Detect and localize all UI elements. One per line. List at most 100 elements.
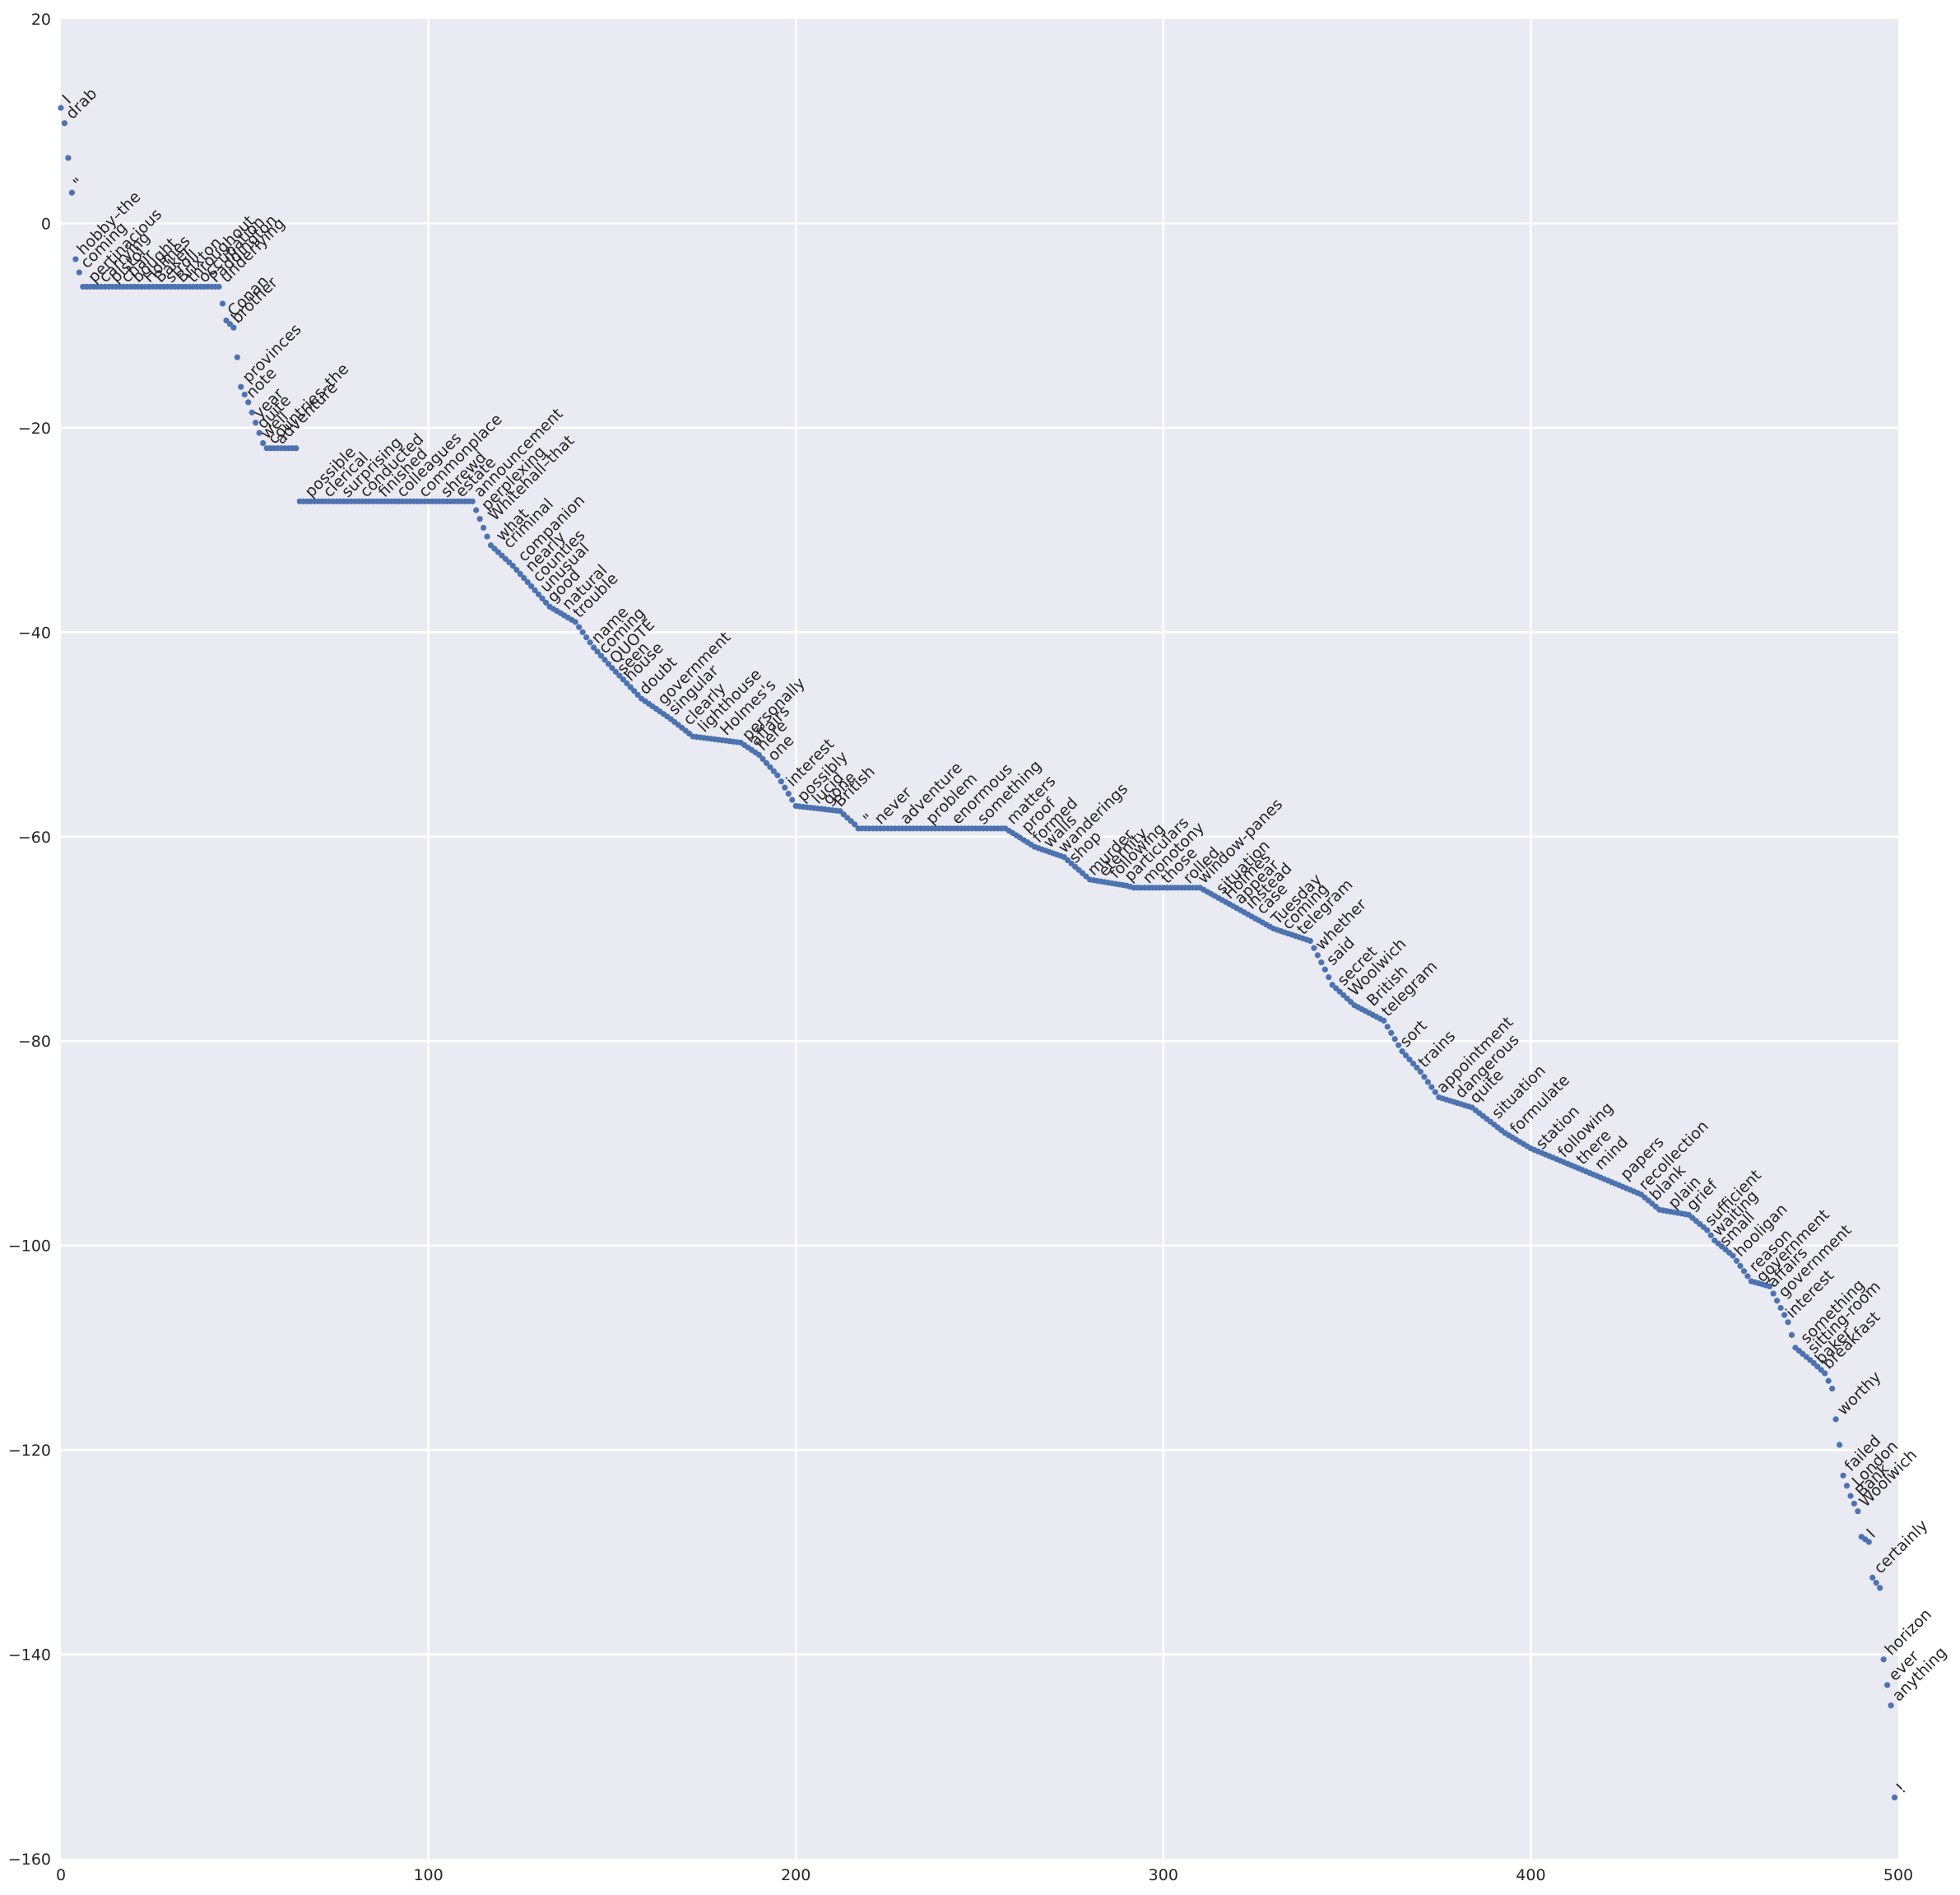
data-point [238,383,244,390]
data-point [253,420,259,426]
data-point [72,256,79,262]
data-point [576,624,583,630]
data-point [1424,1079,1431,1085]
data-point [76,269,82,276]
data-point [219,300,226,307]
data-point [469,498,476,504]
y-tick-label: 20 [31,11,51,29]
data-point [1704,1227,1711,1233]
data-point [782,784,788,791]
data-point [1406,1056,1413,1063]
data-point [1880,1656,1887,1663]
data-point [1421,1074,1428,1080]
x-tick-label: 200 [781,1866,810,1884]
data-point [759,755,766,762]
data-point [616,672,623,679]
data-point [484,533,490,540]
data-point [755,751,763,759]
data-point [1840,1472,1846,1479]
data-point [528,583,535,590]
data-point [1869,1574,1876,1581]
data-point [230,324,237,331]
data-point [513,566,520,574]
data-point [1396,1042,1402,1048]
data-point [1865,1539,1872,1545]
data-point [612,668,619,676]
data-point [597,653,605,659]
x-tick-label: 0 [56,1866,66,1884]
data-point [1847,1493,1854,1499]
data-point [1777,1304,1784,1312]
data-point [1414,1064,1420,1071]
data-point [1737,1262,1744,1270]
x-axis-ticks: 0 100 200 300 400 500 [56,1866,1913,1884]
y-tick-label: −160 [8,1851,51,1869]
data-point [785,791,792,797]
data-point [583,634,590,641]
data-point [245,399,252,406]
data-point [476,516,483,523]
data-point [68,189,75,196]
x-tick-label: 400 [1516,1866,1545,1884]
data-point [605,661,612,667]
data-point [1770,1290,1777,1297]
data-point [539,595,546,601]
data-point [624,680,630,687]
data-point [1307,937,1314,945]
data-point [223,317,230,324]
data-point [601,657,608,663]
data-point [216,283,222,290]
y-tick-label: −60 [18,829,51,847]
data-point [1836,1442,1843,1448]
data-point [1321,966,1328,973]
data-point [260,439,267,447]
data-point [1707,1232,1714,1238]
y-axis-ticks: 20 0 −20 −40 −60 −80 −100 −120 −140 −160 [8,11,51,1869]
data-point [634,691,641,699]
data-point [1884,1682,1891,1688]
data-point [524,578,531,586]
data-point [852,821,858,828]
data-point [763,759,770,766]
y-tick-label: −20 [18,420,51,438]
data-point [1843,1482,1851,1489]
data-point [1785,1319,1791,1326]
data-point [1326,973,1332,981]
data-point [620,676,626,683]
grid-lines [61,19,1898,1859]
data-point [1311,945,1317,951]
data-point [1829,1385,1836,1392]
data-point [535,591,542,597]
y-tick-label: −120 [8,1442,51,1460]
data-point [1410,1060,1417,1067]
data-point [1851,1500,1858,1507]
data-point [1402,1052,1410,1059]
data-point [542,599,550,606]
data-point [1767,1283,1773,1289]
data-point [594,648,601,655]
data-point [532,587,538,594]
data-point [1730,1252,1736,1259]
data-point [1417,1068,1424,1075]
data-point [1774,1298,1781,1304]
data-point [1825,1377,1832,1384]
data-point [587,639,593,646]
y-tick-label: −40 [18,624,51,642]
data-point [1877,1585,1883,1591]
data-point [226,321,234,327]
data-point [1733,1257,1740,1264]
data-point [473,507,480,513]
data-point [509,562,516,569]
x-tick-label: 500 [1883,1866,1913,1884]
data-point [1855,1508,1861,1515]
data-point [767,764,773,770]
data-points [58,105,1898,1801]
data-point [1740,1268,1748,1275]
x-tick-label: 300 [1149,1866,1178,1884]
data-point [1832,1416,1839,1423]
data-point [234,354,240,360]
data-point [1381,1017,1387,1024]
data-point [1888,1702,1894,1709]
data-point [579,629,586,635]
